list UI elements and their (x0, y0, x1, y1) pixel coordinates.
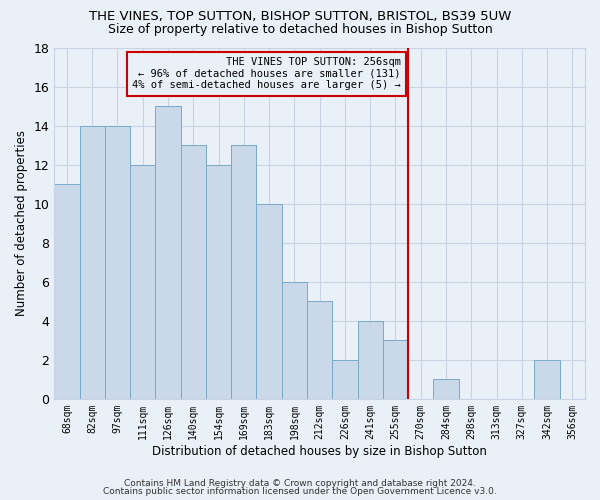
Bar (358, 321, 383, 399)
Bar (307, 301, 332, 399)
Bar (231, 145, 256, 399)
X-axis label: Distribution of detached houses by size in Bishop Sutton: Distribution of detached houses by size … (152, 444, 487, 458)
Bar (535, 360, 560, 399)
Text: Contains HM Land Registry data © Crown copyright and database right 2024.: Contains HM Land Registry data © Crown c… (124, 478, 476, 488)
Bar (256, 204, 282, 399)
Bar (433, 380, 458, 399)
Text: THE VINES TOP SUTTON: 256sqm
← 96% of detached houses are smaller (131)
4% of se: THE VINES TOP SUTTON: 256sqm ← 96% of de… (132, 58, 401, 90)
Bar (155, 106, 181, 399)
Bar (105, 126, 130, 399)
Text: THE VINES, TOP SUTTON, BISHOP SUTTON, BRISTOL, BS39 5UW: THE VINES, TOP SUTTON, BISHOP SUTTON, BR… (89, 10, 511, 23)
Bar (54, 184, 80, 399)
Bar (383, 340, 408, 399)
Bar (181, 145, 206, 399)
Bar (206, 164, 231, 399)
Y-axis label: Number of detached properties: Number of detached properties (15, 130, 28, 316)
Bar (332, 360, 358, 399)
Bar (282, 282, 307, 399)
Text: Size of property relative to detached houses in Bishop Sutton: Size of property relative to detached ho… (107, 22, 493, 36)
Bar (130, 164, 155, 399)
Bar (80, 126, 105, 399)
Text: Contains public sector information licensed under the Open Government Licence v3: Contains public sector information licen… (103, 487, 497, 496)
